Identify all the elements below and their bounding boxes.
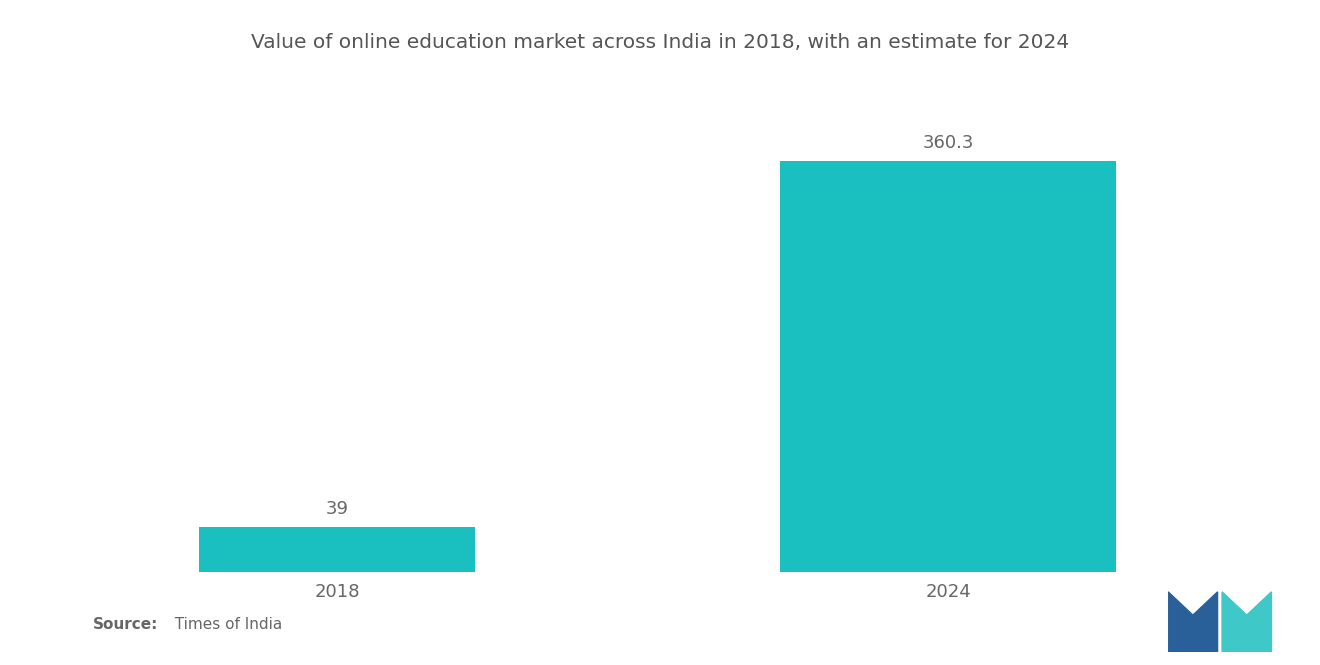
Polygon shape xyxy=(1222,592,1271,652)
Text: Value of online education market across India in 2018, with an estimate for 2024: Value of online education market across … xyxy=(251,33,1069,53)
Text: 360.3: 360.3 xyxy=(923,134,974,152)
Text: Source:: Source: xyxy=(92,616,158,632)
Polygon shape xyxy=(1168,592,1217,652)
Bar xyxy=(199,527,474,572)
Bar xyxy=(780,161,1117,572)
Text: Times of India: Times of India xyxy=(165,616,282,632)
Text: 39: 39 xyxy=(326,500,348,518)
